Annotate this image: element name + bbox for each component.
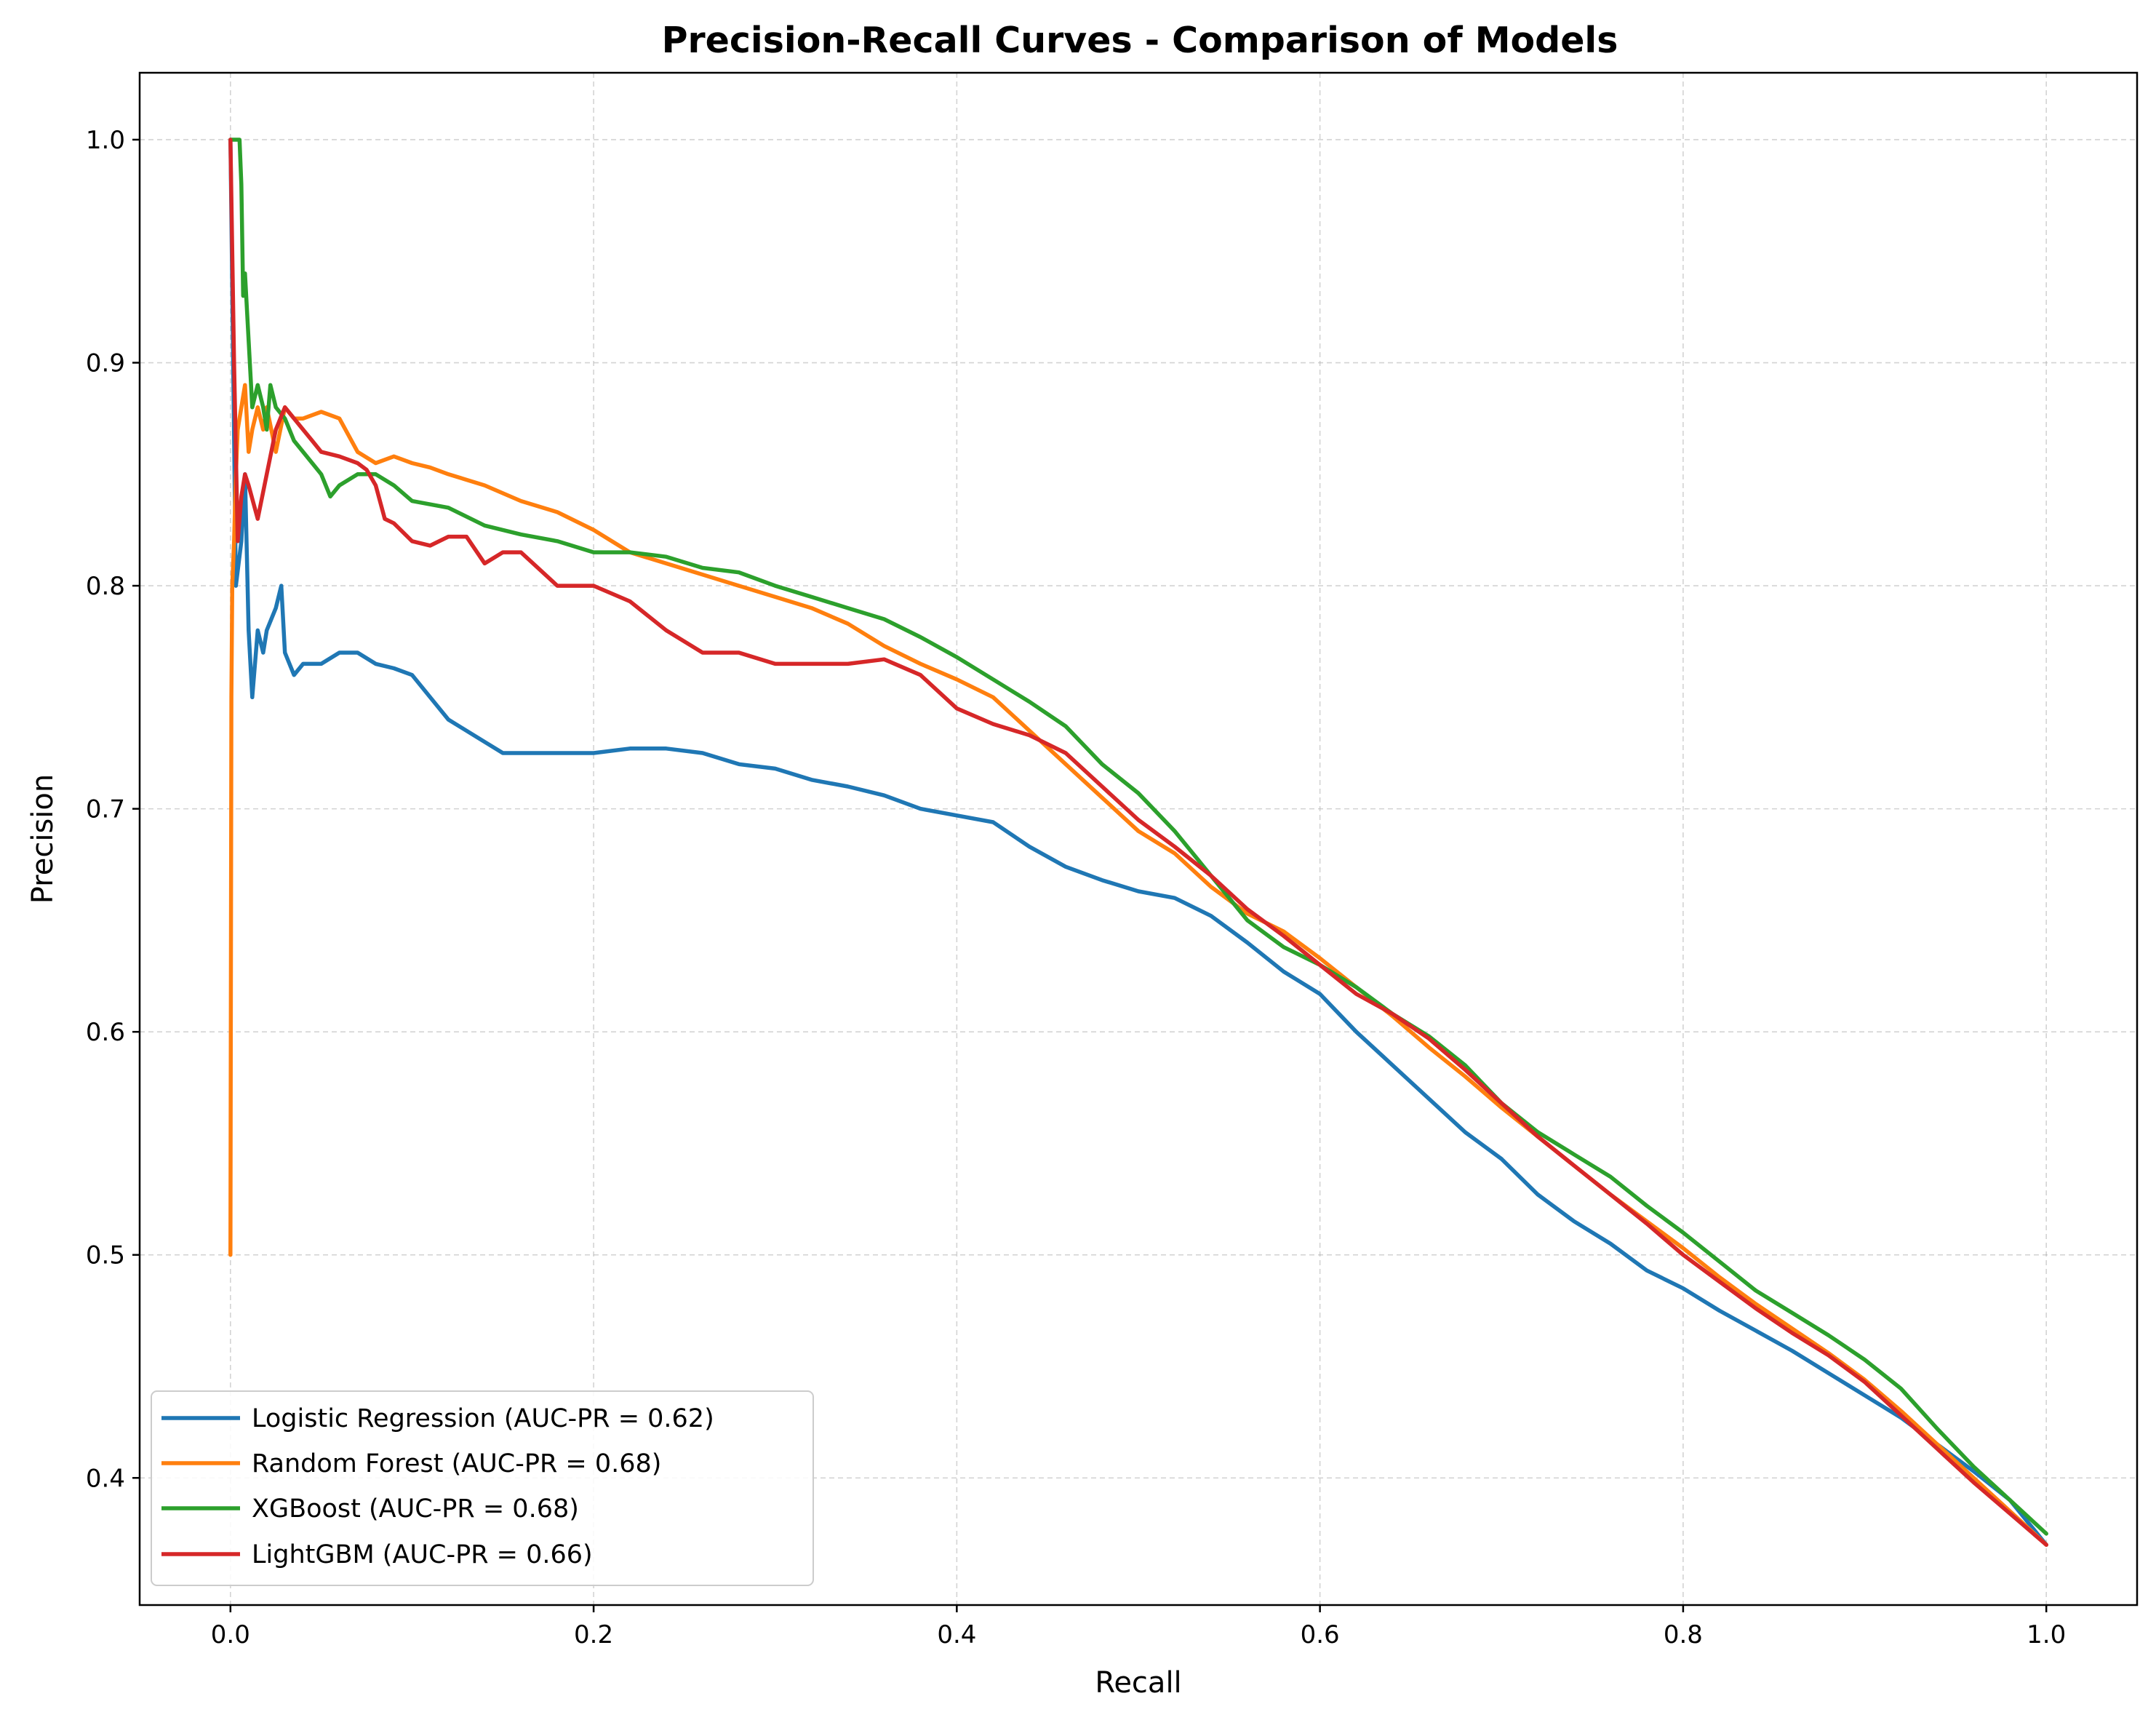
legend-entries: Logistic Regression (AUC-PR = 0.62) Rando… xyxy=(161,1404,714,1569)
y-tick-label: 0.5 xyxy=(86,1241,125,1270)
chart-title: Precision-Recall Curves - Comparison of … xyxy=(662,20,1618,61)
series-line-2 xyxy=(228,138,2048,1536)
legend-label-1: Random Forest (AUC-PR = 0.68) xyxy=(252,1449,661,1478)
y-tick-label: 0.8 xyxy=(86,572,125,601)
series-line-3 xyxy=(228,138,2048,1547)
plot-area xyxy=(228,138,2048,1547)
y-tick-label: 0.7 xyxy=(86,795,125,824)
x-axis-ticks: 0.0 0.2 0.4 0.6 0.8 1.0 xyxy=(211,1605,2066,1649)
x-tick-label: 0.6 xyxy=(1301,1620,1340,1649)
x-tick-label: 0.4 xyxy=(937,1620,976,1649)
y-axis-label: Precision xyxy=(26,774,60,904)
x-tick-label: 0.8 xyxy=(1664,1620,1703,1649)
x-tick-label: 1.0 xyxy=(2027,1620,2066,1649)
legend-label-3: LightGBM (AUC-PR = 0.66) xyxy=(252,1540,593,1569)
y-tick-label: 0.4 xyxy=(86,1464,125,1493)
y-axis-ticks: 0.4 0.5 0.6 0.7 0.8 0.9 1.0 xyxy=(86,126,140,1493)
legend-label-2: XGBoost (AUC-PR = 0.68) xyxy=(252,1494,579,1524)
legend-label-0: Logistic Regression (AUC-PR = 0.62) xyxy=(252,1404,714,1433)
series-line-0 xyxy=(228,138,2048,1547)
grid xyxy=(140,73,2137,1605)
series-lines xyxy=(228,138,2048,1547)
x-axis-label: Recall xyxy=(1095,1666,1181,1700)
y-tick-label: 1.0 xyxy=(86,126,125,155)
x-tick-label: 0.0 xyxy=(211,1620,250,1649)
legend: Logistic Regression (AUC-PR = 0.62) Rando… xyxy=(151,1390,814,1586)
plot-frame xyxy=(138,71,2139,1606)
y-tick-label: 0.9 xyxy=(86,349,125,378)
x-tick-label: 0.2 xyxy=(574,1620,613,1649)
y-tick-label: 0.6 xyxy=(86,1018,125,1047)
legend-box xyxy=(151,1390,814,1586)
